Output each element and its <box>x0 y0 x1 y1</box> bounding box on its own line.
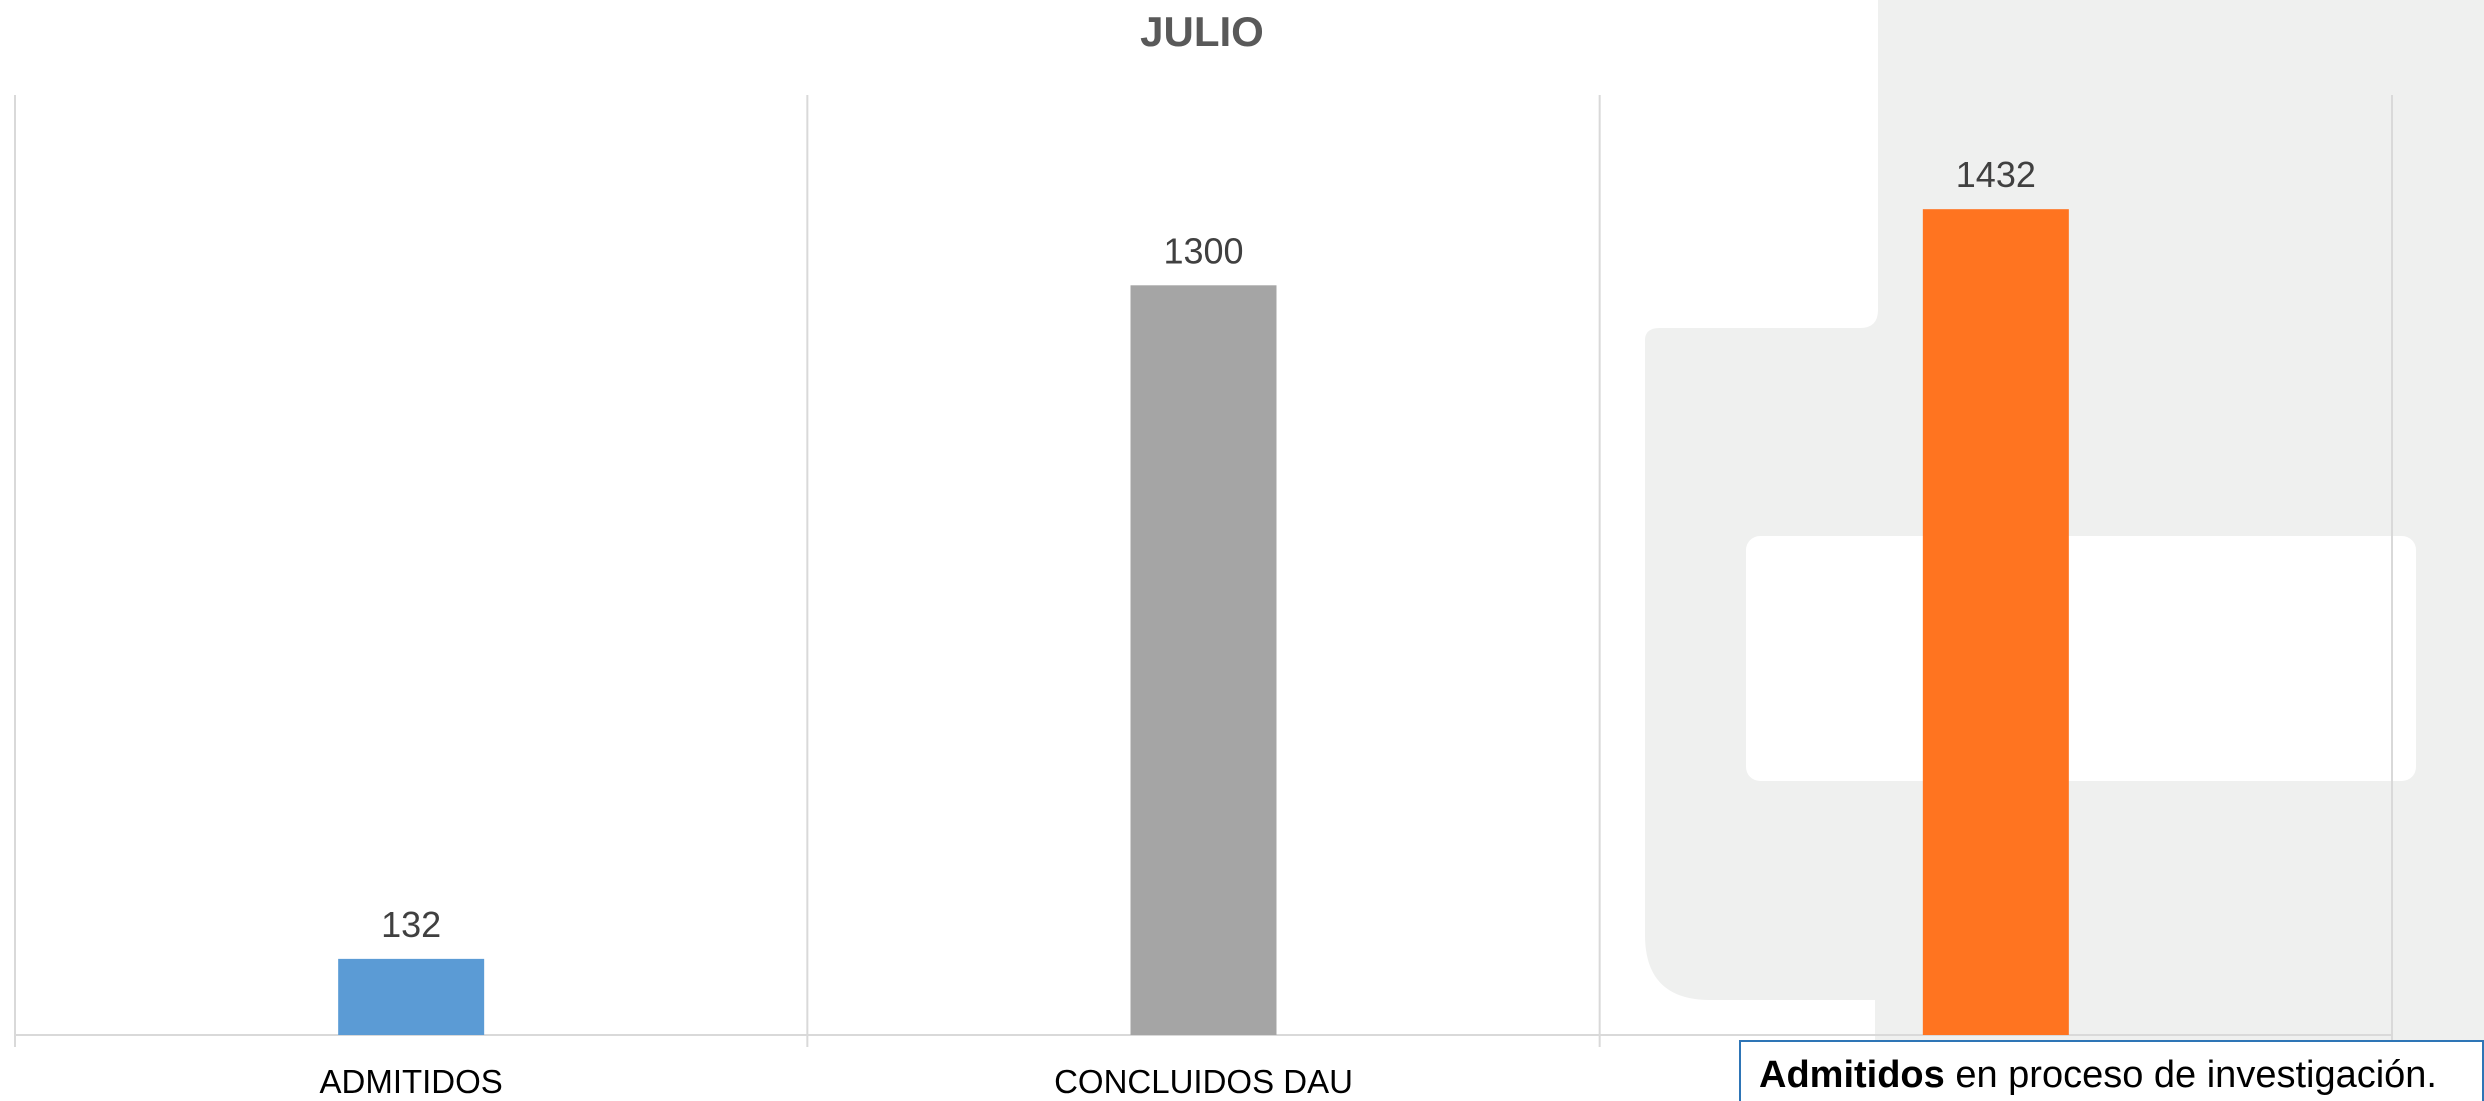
bar-admitidos[interactable] <box>338 958 485 1035</box>
tooltip-text: en proceso de investigación. <box>1944 1054 2437 1096</box>
tooltip-title: Admitidos <box>1759 1054 1945 1096</box>
data-label: 1300 <box>1163 230 1243 271</box>
bars <box>338 209 2069 1035</box>
category-label: CONCLUIDOS DAU <box>1054 1063 1353 1100</box>
chart-title: JULIO <box>1140 8 1264 55</box>
bar-concluidos-dau[interactable] <box>1130 285 1277 1035</box>
data-label: 132 <box>381 904 441 945</box>
data-label: 1432 <box>1956 154 2036 195</box>
watermark-inner-rect <box>1746 536 2416 781</box>
category-label: ADMITIDOS <box>319 1063 502 1100</box>
data-labels: 132 1300 1432 <box>381 154 2036 945</box>
bar-recibidos[interactable] <box>1922 209 2069 1035</box>
tooltip: Admitidos en proceso de investigación. <box>1739 1040 2484 1101</box>
gridlines <box>14 95 2393 1047</box>
